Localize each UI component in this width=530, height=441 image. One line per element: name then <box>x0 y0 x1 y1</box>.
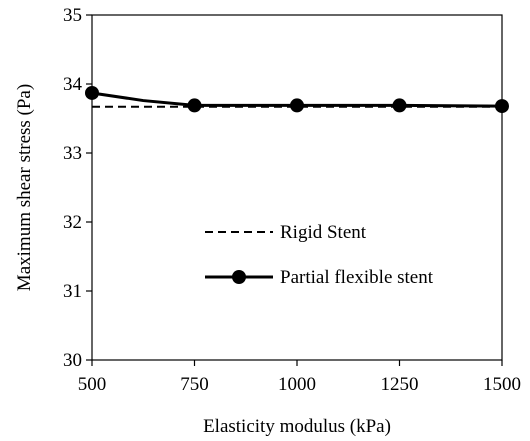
x-tick-label: 1500 <box>483 374 521 395</box>
x-tick-label: 1250 <box>381 374 419 395</box>
x-tick-label: 750 <box>180 374 209 395</box>
y-tick-label: 31 <box>63 281 82 302</box>
legend: Rigid Stent Partial flexible stent <box>205 222 434 288</box>
y-tick-label: 30 <box>63 350 82 371</box>
y-tick-label: 34 <box>63 74 83 95</box>
plot-border <box>91 14 503 361</box>
plot-area <box>91 14 503 361</box>
data-point <box>290 98 304 113</box>
y-axis-title: Maximum shear stress (Pa) <box>14 84 35 291</box>
series-group <box>85 85 509 114</box>
y-tick-label: 33 <box>63 143 82 164</box>
data-point <box>85 85 99 100</box>
legend-label-2: Partial flexible stent <box>280 267 434 288</box>
x-tick-label: 1000 <box>278 374 316 395</box>
data-point <box>187 98 202 113</box>
axis-ticks: 30 31 32 33 34 35 500 750 1000 1250 1500 <box>63 5 521 395</box>
series-line-2 <box>91 91 503 108</box>
legend-marker-2 <box>232 270 246 284</box>
y-tick-label: 32 <box>63 212 82 233</box>
x-tick-label: 500 <box>78 374 107 395</box>
x-axis-title: Elasticity modulus (kPa) <box>203 416 391 437</box>
y-tick-label: 35 <box>63 5 82 26</box>
legend-label-1: Rigid Stent <box>280 222 367 243</box>
data-point <box>495 99 509 114</box>
data-point <box>392 98 407 113</box>
